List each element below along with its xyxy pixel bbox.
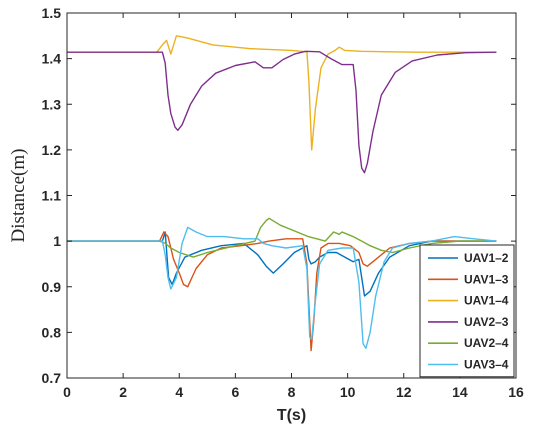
series-line-3 [67,35,497,151]
series-line-5 [67,217,497,258]
y-tick-label: 0.8 [42,324,62,340]
legend-label: UAV1–4 [464,294,509,308]
series-line-6 [67,226,497,349]
y-tick-label: 1.5 [42,5,62,21]
series-line-4 [67,50,497,174]
x-tick-label: 14 [452,384,468,400]
legend-label: UAV2–3 [464,315,509,329]
x-tick-label: 8 [288,384,296,400]
x-tick-label: 6 [231,384,239,400]
x-tick-label: 0 [63,384,71,400]
y-axis-label: Distance(m) [8,149,29,243]
x-tick-label: 10 [340,384,356,400]
axis-ticks: 0 2 4 6 8 10 12 14 16 0.7 0.8 0.9 1 1.1 1.2 1.3 1.4 1.5 [42,5,524,400]
legend-label: UAV1–3 [464,272,509,286]
y-tick-label: 1.3 [42,96,62,112]
y-tick-label: 0.7 [42,370,62,386]
legend-label: UAV1–2 [464,251,509,265]
y-tick-label: 1.2 [42,142,62,158]
y-tick-label: 1.4 [42,51,62,67]
x-axis-label: T(s) [277,407,306,424]
x-tick-label: 2 [119,384,127,400]
x-tick-label: 16 [508,384,524,400]
series-lines [67,35,497,352]
x-tick-label: 4 [175,384,183,400]
series-line-2 [67,231,497,352]
legend-label: UAV2–4 [464,336,509,350]
legend-box [419,244,515,378]
y-tick-label: 0.9 [42,279,62,295]
x-tick-label: 12 [396,384,412,400]
legend-label: UAV3–4 [464,358,509,372]
legend: UAV1–2 UAV1–3 UAV1–4 UAV2–3 UAV2–4 UAV3–4 [419,244,515,378]
y-tick-label: 1.1 [42,188,62,204]
series-line-1 [67,231,497,297]
y-tick-label: 1 [53,233,61,249]
